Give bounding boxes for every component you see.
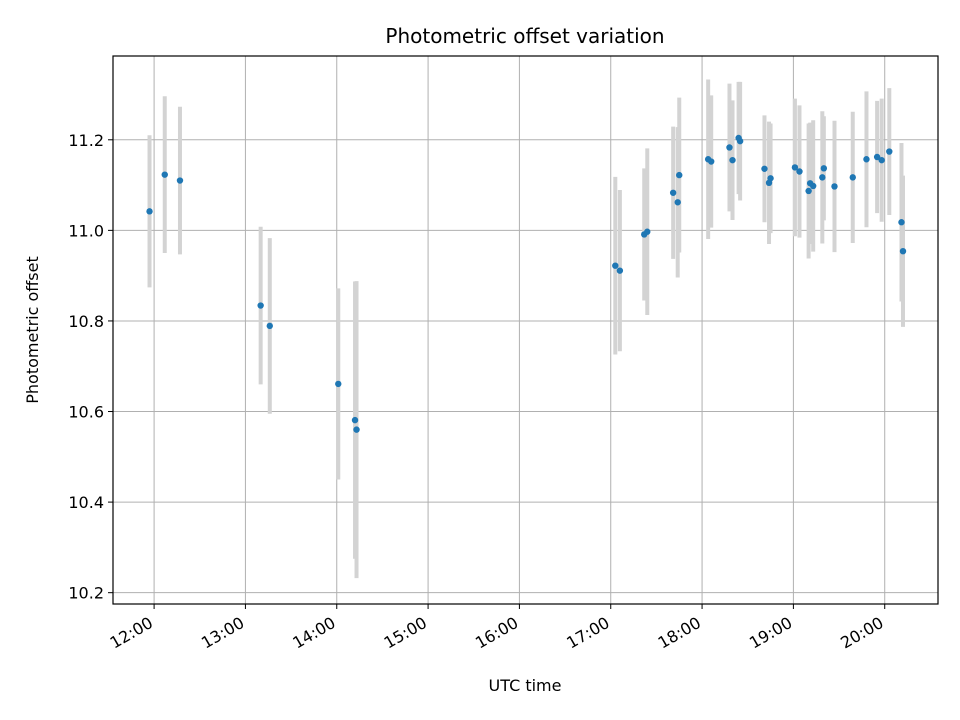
data-point bbox=[644, 228, 651, 235]
data-point bbox=[819, 174, 826, 181]
data-point bbox=[176, 177, 184, 184]
data-point bbox=[736, 137, 744, 145]
data-point bbox=[886, 148, 893, 155]
data-points bbox=[146, 134, 907, 433]
data-point bbox=[676, 171, 683, 179]
data-point bbox=[335, 380, 342, 388]
data-point bbox=[257, 302, 264, 309]
data-point bbox=[729, 156, 736, 164]
data-point bbox=[863, 156, 870, 163]
data-point bbox=[820, 165, 828, 172]
data-point bbox=[873, 153, 881, 161]
data-point bbox=[612, 262, 619, 269]
data-point bbox=[899, 247, 907, 255]
data-point bbox=[616, 267, 624, 274]
data-point bbox=[669, 189, 677, 196]
data-point bbox=[796, 168, 803, 175]
y-tick-label: 10.6 bbox=[68, 403, 104, 422]
y-axis-label: Photometric offset bbox=[23, 256, 42, 404]
y-tick-label: 11.0 bbox=[68, 221, 104, 240]
plot-frame bbox=[112, 55, 939, 605]
data-point bbox=[767, 175, 774, 182]
data-point bbox=[353, 426, 360, 433]
chart-title: Photometric offset variation bbox=[385, 24, 664, 48]
data-point bbox=[809, 182, 817, 190]
data-point bbox=[161, 171, 168, 178]
data-point bbox=[726, 144, 733, 151]
data-point bbox=[146, 208, 153, 215]
data-point bbox=[708, 158, 715, 165]
data-point bbox=[849, 174, 856, 181]
y-tick-label: 10.4 bbox=[68, 493, 104, 512]
data-point bbox=[351, 416, 359, 424]
data-point bbox=[805, 187, 812, 195]
y-tick-label: 11.2 bbox=[68, 131, 104, 150]
data-point bbox=[831, 183, 838, 190]
y-tick-label: 10.2 bbox=[68, 584, 104, 603]
y-tick-label: 10.8 bbox=[68, 312, 104, 331]
data-point bbox=[761, 165, 768, 172]
data-point bbox=[791, 164, 799, 171]
x-axis-label: UTC time bbox=[489, 676, 562, 695]
data-point bbox=[266, 322, 273, 330]
data-point bbox=[898, 219, 905, 226]
data-point bbox=[878, 156, 885, 164]
data-point bbox=[674, 199, 681, 206]
y-axis: 10.2 10.4 10.6 10.8 11.0 11.2 bbox=[68, 131, 113, 603]
